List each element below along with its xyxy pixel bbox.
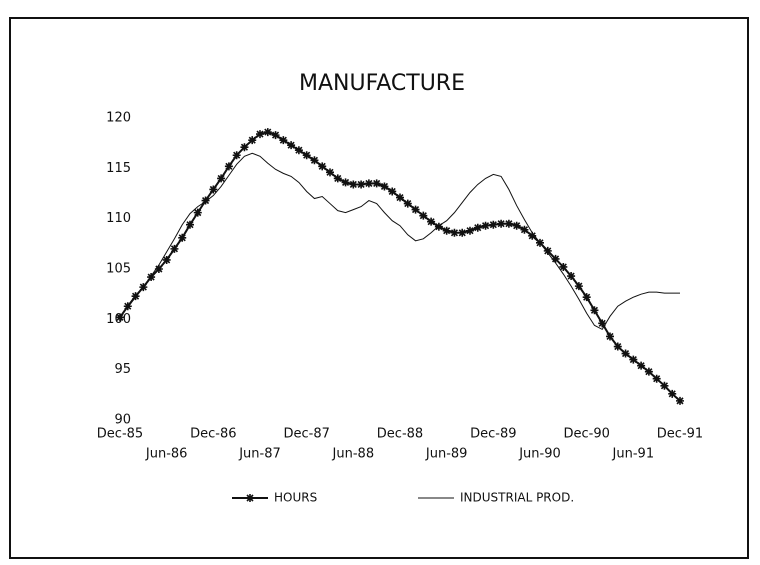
point-marker (466, 226, 474, 235)
point-marker (240, 143, 249, 152)
point-marker (388, 187, 397, 196)
legend-label: HOURS (274, 491, 317, 505)
frame (9, 17, 749, 559)
point-marker (567, 272, 576, 281)
point-marker (543, 246, 552, 255)
point-marker (217, 174, 226, 183)
x-tick-label: Jun-86 (145, 447, 188, 462)
point-marker (520, 225, 529, 234)
point-marker (419, 211, 428, 220)
point-marker (201, 196, 210, 205)
chart-title: MANUFACTURE (299, 71, 465, 96)
point-marker (644, 367, 653, 376)
point-marker (186, 220, 194, 229)
x-tick-label: Jun-90 (518, 447, 561, 462)
point-marker (380, 182, 389, 191)
point-marker (209, 185, 218, 194)
point-marker (178, 233, 187, 242)
point-marker (574, 282, 583, 291)
point-marker (590, 306, 599, 315)
x-tick-label: Dec-85 (97, 427, 143, 442)
point-marker (357, 180, 366, 189)
series-line (119, 152, 680, 331)
point-marker (473, 223, 482, 232)
point-marker (364, 179, 373, 188)
point-marker (294, 146, 303, 155)
y-tick-label: 110 (106, 211, 131, 226)
point-marker (458, 228, 467, 237)
point-marker (629, 355, 638, 364)
point-marker (193, 208, 202, 217)
x-tick-label: Dec-91 (657, 427, 703, 442)
point-marker (396, 193, 404, 202)
point-marker (287, 141, 296, 150)
point-marker (481, 221, 490, 230)
y-tick-label: 90 (114, 413, 131, 428)
x-tick-label: Dec-88 (377, 427, 423, 442)
series-line (119, 131, 681, 402)
point-marker (504, 219, 513, 228)
point-marker (372, 179, 381, 188)
legend-label: INDUSTRIAL PROD. (460, 491, 574, 505)
point-marker (637, 361, 646, 370)
point-marker (497, 219, 506, 228)
y-tick-label: 95 (114, 362, 131, 377)
point-marker (318, 162, 327, 171)
point-marker (551, 254, 560, 263)
point-marker (170, 244, 179, 253)
point-marker (668, 389, 677, 398)
point-marker (450, 228, 459, 237)
point-marker (224, 162, 233, 171)
legend-marker (246, 494, 254, 502)
y-tick-label: 115 (106, 161, 131, 176)
point-marker (154, 265, 163, 273)
point-marker (606, 332, 614, 341)
x-tick-label: Dec-90 (563, 427, 609, 442)
x-tick-label: Jun-88 (332, 447, 375, 462)
point-marker (131, 292, 140, 301)
point-marker (263, 128, 272, 137)
point-marker (147, 273, 156, 282)
point-marker (349, 180, 358, 189)
point-marker (512, 221, 521, 230)
y-tick-label: 105 (106, 262, 131, 277)
point-marker (660, 381, 669, 390)
x-tick-label: Dec-86 (190, 427, 236, 442)
point-marker (333, 174, 342, 183)
x-tick-label: Jun-89 (425, 447, 468, 462)
point-marker (248, 136, 257, 145)
x-tick-label: Jun-87 (238, 447, 281, 462)
point-marker (411, 205, 420, 214)
point-marker (310, 156, 319, 165)
point-marker (123, 302, 132, 311)
point-marker (528, 231, 537, 240)
point-marker (427, 217, 436, 226)
point-marker (598, 319, 607, 328)
point-marker (271, 131, 280, 140)
point-marker (232, 151, 241, 160)
point-marker (613, 342, 622, 351)
point-marker (341, 178, 350, 187)
y-tick-label: 120 (106, 111, 131, 126)
point-marker (652, 374, 661, 383)
point-marker (326, 168, 334, 177)
point-marker (302, 151, 311, 160)
x-tick-label: Jun-91 (612, 447, 655, 462)
x-tick-label: Dec-89 (470, 427, 516, 442)
point-marker (256, 130, 264, 139)
point-marker (559, 262, 568, 271)
x-tick-label: Dec-87 (283, 427, 329, 442)
point-marker (162, 255, 171, 264)
point-marker (489, 220, 498, 229)
point-marker (442, 226, 451, 235)
point-marker (621, 349, 630, 358)
point-marker (403, 199, 412, 208)
point-marker (676, 396, 684, 405)
point-marker (582, 293, 591, 302)
point-marker (434, 222, 443, 231)
point-marker (279, 136, 288, 145)
